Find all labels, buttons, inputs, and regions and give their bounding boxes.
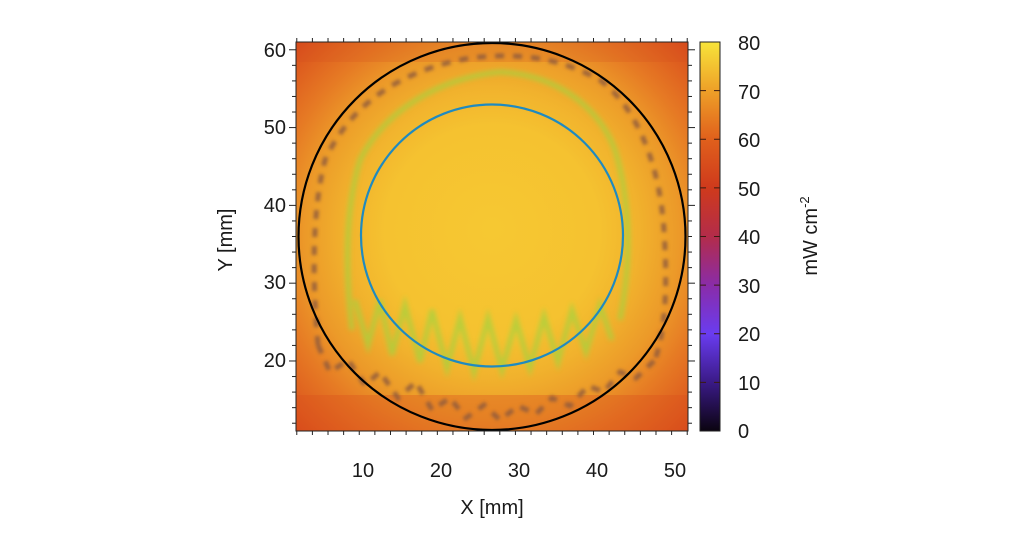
colorbar: 80 70 60 50 40 30 20 10 0 mW cm-2 bbox=[699, 33, 822, 443]
y-tick-20: 20 bbox=[264, 350, 286, 372]
y-tick-30: 30 bbox=[264, 272, 286, 294]
y-tick-60: 60 bbox=[264, 40, 286, 62]
y-tick-labels: 60 50 40 30 20 bbox=[264, 40, 286, 372]
cb-tick-10: 10 bbox=[738, 373, 760, 395]
svg-text:mW cm-2: mW cm-2 bbox=[797, 196, 822, 275]
x-tick-10: 10 bbox=[352, 460, 374, 482]
x-tick-30: 30 bbox=[508, 460, 530, 482]
x-tick-50: 50 bbox=[664, 460, 686, 482]
colorbar-label-unit: mW cm bbox=[800, 208, 822, 276]
cb-tick-80: 80 bbox=[738, 33, 760, 55]
colorbar-label-exponent: -2 bbox=[797, 196, 812, 208]
cb-tick-0: 0 bbox=[738, 421, 749, 443]
outer-boundary-circle bbox=[297, 42, 687, 431]
x-tick-labels: 10 20 30 40 50 bbox=[352, 460, 686, 482]
cb-tick-60: 60 bbox=[738, 130, 760, 152]
y-tick-40: 40 bbox=[264, 195, 286, 217]
inner-circle bbox=[359, 103, 625, 368]
x-tick-40: 40 bbox=[586, 460, 608, 482]
x-axis-label: X [mm] bbox=[460, 497, 523, 519]
cb-tick-40: 40 bbox=[738, 227, 760, 249]
cb-tick-20: 20 bbox=[738, 324, 760, 346]
y-axis-label: Y [mm] bbox=[215, 209, 237, 272]
colorbar-label: mW cm-2 bbox=[797, 196, 822, 275]
cb-tick-30: 30 bbox=[738, 276, 760, 298]
y-tick-50: 50 bbox=[264, 117, 286, 139]
cb-tick-50: 50 bbox=[738, 179, 760, 201]
heatmap-field bbox=[296, 42, 688, 431]
x-tick-20: 20 bbox=[430, 460, 452, 482]
colorbar-ticks bbox=[700, 90, 720, 383]
contour-75-green bbox=[344, 69, 631, 382]
contour-60-dashed bbox=[311, 53, 669, 424]
cb-tick-70: 70 bbox=[738, 82, 760, 104]
axis-ticks bbox=[289, 38, 695, 435]
colorbar-tick-labels: 80 70 60 50 40 30 20 10 0 bbox=[738, 33, 760, 443]
